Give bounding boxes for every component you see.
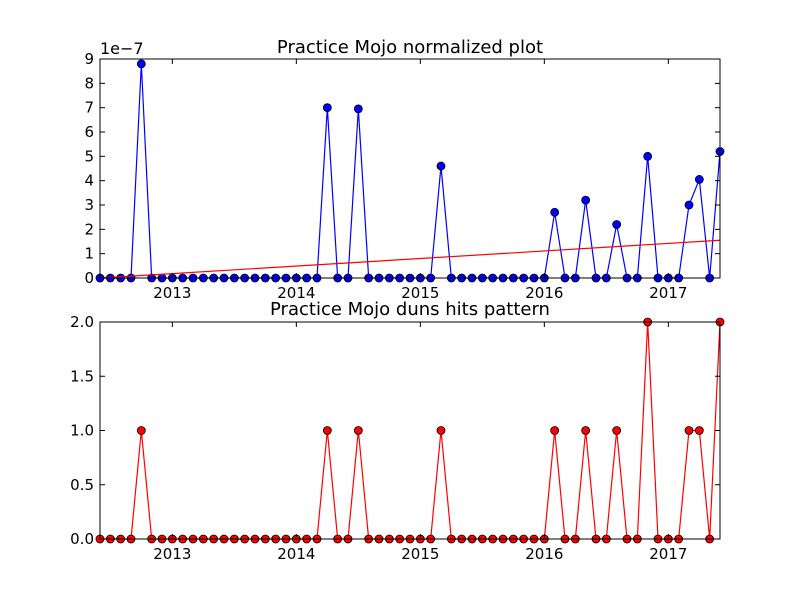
x-tick-label: 2016 — [525, 284, 563, 302]
data-point — [550, 426, 560, 435]
x-tick-label: 2017 — [649, 545, 687, 563]
y-tick-label: 5 — [84, 147, 94, 165]
y-tick-label: 0.0 — [70, 530, 94, 548]
y-tick-label: 6 — [84, 123, 94, 141]
y-tick-label: 9 — [84, 50, 94, 68]
data-point — [353, 426, 363, 435]
axes-frame — [99, 58, 721, 279]
data-point — [684, 426, 694, 435]
y-tick-label: 0 — [84, 269, 94, 287]
y-tick-label: 1.5 — [70, 367, 94, 385]
y-tick-label: 7 — [84, 99, 94, 117]
y-tick-label: 1.0 — [70, 422, 94, 440]
y-tick-label: 0.5 — [70, 476, 94, 494]
x-tick-label: 2015 — [401, 284, 439, 302]
data-point — [436, 426, 446, 435]
data-point — [684, 200, 694, 210]
x-tick-label: 2016 — [525, 545, 563, 563]
trend-line — [99, 239, 721, 279]
duns-hits-plot: Practice Mojo duns hits pattern 0.0 0.5 1.… — [70, 299, 725, 563]
data-point — [581, 195, 591, 205]
data-point — [643, 151, 653, 161]
data-point — [436, 161, 446, 171]
chart-title: Practice Mojo normalized plot — [277, 37, 543, 58]
data-point — [612, 426, 622, 435]
x-tick-label: 2014 — [277, 284, 315, 302]
data-point — [136, 59, 146, 69]
plot-area: 0 1 2 3 4 5 6 7 8 9 2013 2014 2015 2016 2017 — [84, 50, 725, 302]
x-tick-label: 2014 — [277, 545, 315, 563]
data-point — [136, 426, 146, 435]
normalized-plot: Practice Mojo normalized plot 1e−7 0 1 2 3 4… — [84, 37, 725, 302]
x-tick-label: 2017 — [649, 284, 687, 302]
x-tick-label: 2015 — [401, 545, 439, 563]
y-tick-label: 1 — [84, 245, 94, 263]
data-point — [612, 220, 622, 229]
y-tick-label: 3 — [84, 196, 94, 214]
y-tick-label: 2 — [84, 220, 94, 238]
data-point — [322, 103, 332, 113]
data-point — [581, 426, 591, 435]
data-point — [694, 426, 704, 435]
data-point — [353, 104, 363, 114]
x-tick-label: 2013 — [153, 545, 191, 563]
x-tick-label: 2013 — [153, 284, 191, 302]
data-point — [322, 426, 332, 435]
y-tick-label: 2.0 — [70, 313, 94, 331]
y-tick-label: 8 — [84, 74, 94, 92]
y-tick-label: 4 — [84, 172, 94, 190]
data-point — [694, 175, 704, 184]
y-offset-label: 1e−7 — [100, 39, 144, 58]
chart-title: Practice Mojo duns hits pattern — [270, 299, 550, 320]
plot-area: 0.0 0.5 1.0 1.5 2.0 2013 2014 2015 2016 2017 — [70, 313, 725, 563]
data-point — [550, 207, 560, 217]
